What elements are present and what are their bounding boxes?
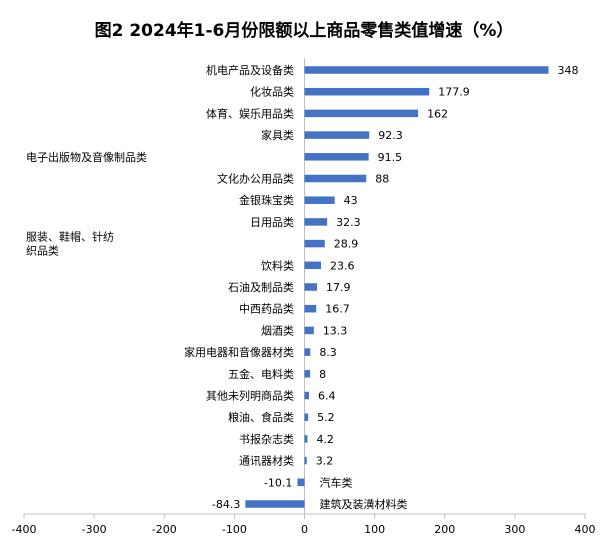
category-label: 文化办公用品类 <box>217 172 294 186</box>
category-label: 粮油、食品类 <box>228 410 294 424</box>
category-label: 书报杂志类 <box>239 432 294 446</box>
value-label: 28.9 <box>334 238 359 251</box>
category-label: 电子出版物及音像制品类 <box>26 150 147 164</box>
value-label: 32.3 <box>336 216 361 229</box>
value-label: 8.3 <box>319 346 337 359</box>
value-label: 8 <box>319 368 326 381</box>
x-tick-label: -200 <box>152 523 177 536</box>
x-tick-label: 100 <box>364 523 385 536</box>
bar <box>304 174 367 183</box>
category-label: 烟酒类 <box>261 323 294 337</box>
category-label: 五金、电料类 <box>228 367 294 381</box>
value-label: 43 <box>344 194 358 207</box>
x-tick-label: 200 <box>434 523 455 536</box>
bar <box>304 109 419 118</box>
category-label: 石油及制品类 <box>228 280 294 294</box>
value-label: 17.9 <box>326 281 351 294</box>
bar <box>304 239 325 248</box>
category-label: 建筑及装潢材料类 <box>320 497 408 511</box>
value-label: 6.4 <box>318 390 336 403</box>
category-label-line: 织品类 <box>26 244 59 258</box>
bar <box>304 131 370 139</box>
value-label: 91.5 <box>378 151 403 164</box>
category-label: 饮料类 <box>261 258 294 272</box>
value-label: 92.3 <box>378 129 403 142</box>
category-label: 服装、鞋帽、针纺织品类 <box>26 230 114 258</box>
category-label: 日用品类 <box>250 215 294 229</box>
category-label: 体育、娱乐用品类 <box>206 106 294 120</box>
category-label: 其他未列明商品类 <box>206 389 294 403</box>
value-label: 177.9 <box>438 86 470 99</box>
value-label: -10.1 <box>264 476 292 489</box>
value-label: 5.2 <box>317 411 335 424</box>
bar <box>304 283 318 291</box>
bar <box>304 87 430 96</box>
bar <box>304 261 322 270</box>
category-label: 家具类 <box>261 128 294 142</box>
value-label: 13.3 <box>323 324 348 337</box>
bar <box>304 66 549 74</box>
x-tick-label: -400 <box>12 523 37 536</box>
value-label: 348 <box>558 64 579 77</box>
value-label: 88 <box>375 173 389 186</box>
bar <box>304 196 335 204</box>
x-tick-label: -300 <box>82 523 107 536</box>
bar <box>304 456 307 465</box>
bar <box>304 435 308 443</box>
bar <box>304 391 309 400</box>
x-tick-label: 400 <box>575 523 596 536</box>
value-label: -84.3 <box>212 498 240 511</box>
value-label: 4.2 <box>316 433 334 446</box>
category-label: 汽车类 <box>320 475 353 489</box>
category-label: 化妆品类 <box>250 85 294 99</box>
value-label: 23.6 <box>330 259 355 272</box>
x-tick-label: 300 <box>504 523 525 536</box>
x-tick-label: -100 <box>222 523 247 536</box>
category-label: 机电产品及设备类 <box>206 63 294 77</box>
bar <box>304 370 311 378</box>
bar <box>245 500 305 508</box>
bar <box>304 218 328 226</box>
bar <box>304 413 309 421</box>
x-tick-label: 0 <box>301 523 308 536</box>
bar <box>297 478 305 487</box>
category-label: 家用电器和音像器材类 <box>184 345 294 359</box>
chart-title: 图2 2024年1-6月份限额以上商品零售类值增速（%） <box>95 20 514 41</box>
category-label: 通讯器材类 <box>239 454 294 468</box>
bar <box>304 326 314 335</box>
value-label: 162 <box>427 107 448 120</box>
value-label: 3.2 <box>316 455 334 468</box>
bar <box>304 304 317 313</box>
category-label: 中西药品类 <box>239 302 294 316</box>
category-label: 金银珠宝类 <box>239 193 294 207</box>
bar <box>304 348 311 356</box>
category-label-line: 服装、鞋帽、针纺 <box>26 230 114 244</box>
value-label: 16.7 <box>325 303 350 316</box>
bar <box>304 153 369 161</box>
